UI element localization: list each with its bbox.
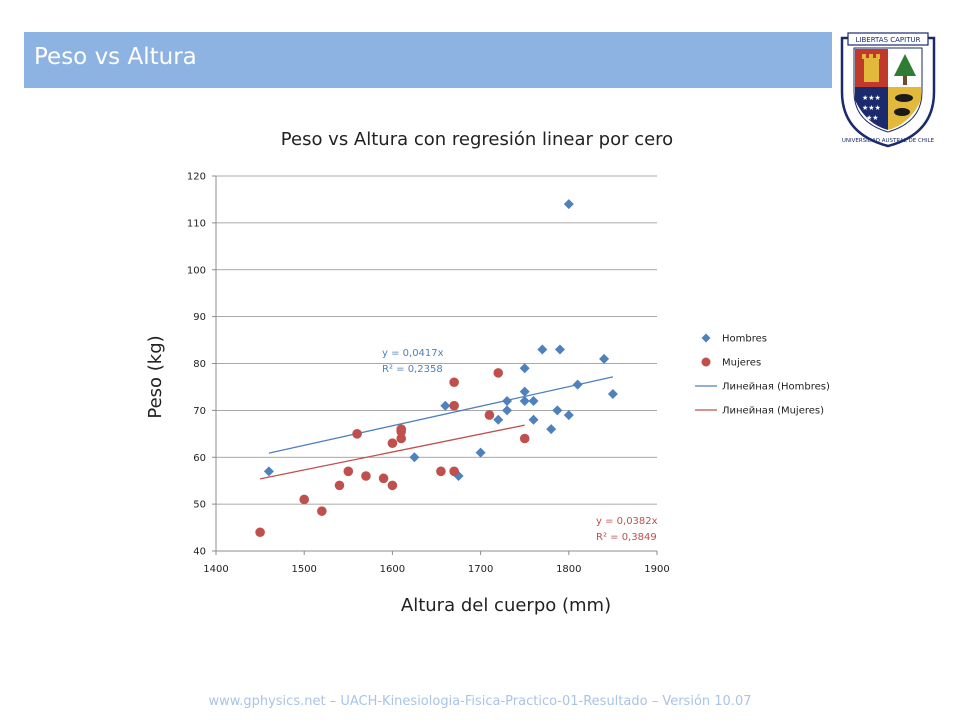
university-logo: LIBERTAS CAPITUR ★★★ ★★★ ★★ UNIVERSIDAD … — [840, 32, 936, 148]
point-hombres-7 — [502, 396, 513, 406]
r-squared-mujeres: R² = 0,3849 — [596, 532, 657, 543]
point-hombres-19 — [572, 379, 583, 390]
axes — [212, 175, 658, 555]
legend-marker-0 — [701, 333, 711, 343]
legend-marker-1 — [701, 357, 711, 367]
point-mujeres-13 — [436, 466, 446, 477]
legend-label-2: Линейная (Hombres) — [722, 382, 830, 393]
point-hombres-11 — [528, 414, 539, 425]
y-tick-label-50: 50 — [193, 500, 206, 511]
svg-text:★★★: ★★★ — [862, 104, 881, 112]
trendline-mujeres — [259, 424, 525, 480]
scatter-chart: Peso vs Altura con regresión linear por … — [145, 129, 830, 616]
equation-hombres: y = 0,0417x — [382, 348, 444, 359]
x-tick-label-1500: 1500 — [291, 564, 316, 575]
svg-text:★★★: ★★★ — [862, 94, 881, 102]
point-hombres-15 — [552, 405, 563, 416]
y-tick-label-60: 60 — [193, 453, 206, 464]
point-hombres-16 — [554, 344, 565, 355]
y-tick-label-120: 120 — [187, 172, 206, 183]
point-mujeres-4 — [343, 466, 354, 477]
point-mujeres-7 — [378, 473, 389, 484]
x-axis-label: Altura del cuerpo (mm) — [401, 595, 611, 616]
point-mujeres-14 — [449, 466, 459, 477]
legend-label-3: Линейная (Mujeres) — [722, 406, 824, 417]
logo-banner — [847, 32, 929, 46]
x-tick-label-1800: 1800 — [556, 564, 581, 575]
logo-banner-text: LIBERTAS CAPITUR — [856, 36, 921, 44]
logo-cow-icon — [895, 94, 913, 102]
chart-title: Peso vs Altura con regresión linear por … — [281, 129, 673, 150]
y-tick-label-40: 40 — [193, 547, 206, 558]
point-mujeres-1 — [299, 494, 310, 505]
tick-labels: 40 50 60 70 80 90 100 110 120 1400 1500 1600 1700 180… — [187, 172, 670, 576]
point-hombres-13 — [537, 344, 548, 355]
trendline-equations: y = 0,0417x R² = 0,2358 y = 0,0382x R² = 0,… — [382, 348, 658, 543]
point-mujeres-15 — [449, 400, 459, 411]
point-hombres-0 — [263, 466, 274, 477]
point-mujeres-18 — [493, 368, 504, 378]
point-mujeres-8 — [387, 480, 398, 491]
point-hombres-21 — [607, 388, 618, 399]
legend-label-1: Mujeres — [722, 358, 761, 369]
y-tick-label-80: 80 — [193, 359, 206, 370]
footer-text: www.gphysics.net – UACH-Kinesiologia-Fis… — [208, 694, 752, 709]
logo-tree-icon — [894, 54, 916, 76]
y-tick-label-110: 110 — [187, 218, 206, 229]
slide-title: Peso vs Altura — [34, 44, 197, 70]
x-tick-label-1600: 1600 — [380, 564, 405, 575]
point-mujeres-10 — [396, 433, 407, 444]
point-mujeres-5 — [352, 429, 362, 439]
trendline-hombres — [268, 376, 614, 454]
r-squared-hombres: R² = 0,2358 — [382, 364, 443, 375]
logo-ring-text: UNIVERSIDAD AUSTRAL DE CHILE — [842, 138, 935, 144]
point-hombres-20 — [599, 353, 610, 364]
point-hombres-5 — [493, 414, 504, 425]
point-hombres-4 — [475, 447, 486, 458]
point-hombres-6 — [502, 405, 513, 416]
legend: Hombres Mujeres Линейная (Hombres) Линейная… — [695, 333, 830, 417]
x-tick-label-1900: 1900 — [644, 564, 669, 575]
point-mujeres-9 — [387, 438, 398, 448]
svg-text:★★: ★★ — [866, 114, 879, 122]
point-hombres-18 — [563, 199, 574, 210]
point-hombres-12 — [528, 396, 539, 406]
point-hombres-1 — [409, 452, 420, 463]
x-tick-label-1400: 1400 — [203, 564, 228, 575]
slide-title-bar: Peso vs Altura — [24, 32, 832, 88]
point-mujeres-12 — [396, 424, 407, 434]
x-tick-label-1700: 1700 — [468, 564, 493, 575]
y-axis-label: Peso (kg) — [145, 335, 166, 418]
y-tick-label-100: 100 — [187, 265, 206, 276]
point-hombres-17 — [563, 410, 574, 421]
point-hombres-14 — [546, 424, 557, 435]
point-mujeres-16 — [449, 377, 459, 388]
data-points — [255, 199, 618, 538]
point-mujeres-0 — [255, 527, 265, 538]
point-hombres-2 — [440, 400, 451, 411]
point-mujeres-2 — [317, 506, 327, 516]
y-tick-label-70: 70 — [193, 406, 206, 417]
point-mujeres-17 — [484, 410, 495, 420]
point-mujeres-3 — [334, 480, 345, 491]
logo-castle — [864, 58, 879, 82]
trendlines — [259, 376, 614, 480]
equation-mujeres: y = 0,0382x — [596, 516, 658, 527]
point-mujeres-19 — [519, 433, 530, 444]
point-hombres-10 — [519, 363, 530, 374]
point-mujeres-6 — [361, 471, 371, 481]
point-hombres-8 — [519, 396, 530, 406]
logo-quadrant-navy — [855, 87, 888, 130]
point-hombres-9 — [519, 386, 530, 397]
y-tick-label-90: 90 — [193, 312, 206, 323]
legend-label-0: Hombres — [722, 334, 767, 345]
